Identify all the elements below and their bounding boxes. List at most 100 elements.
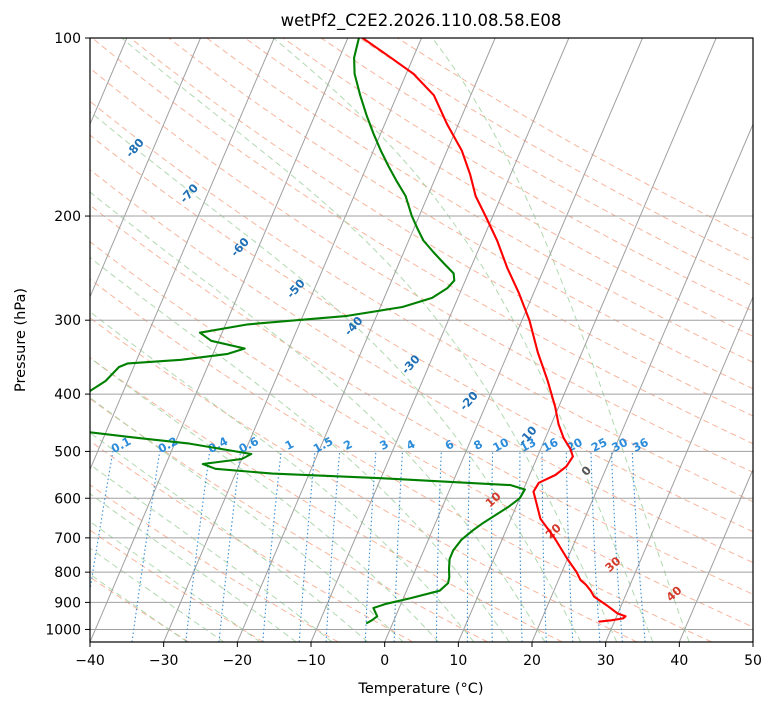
dry-adiabat-line	[90, 398, 488, 642]
moist-adiabat-line	[90, 357, 439, 642]
mixing-ratio-label: 2	[341, 437, 355, 453]
data-line-layer	[90, 38, 627, 625]
y-tick-label: 700	[54, 531, 81, 547]
isotherm-line	[605, 295, 753, 642]
x-tick-label: 10	[449, 653, 467, 669]
isotherm-line	[678, 468, 753, 642]
mixing-ratio-label: 25	[589, 435, 610, 455]
y-tick-label: 100	[54, 31, 81, 47]
moist-adiabat-line	[90, 256, 510, 642]
mixing-ratio-label: 3	[377, 437, 391, 453]
isotherm-line	[384, 38, 643, 642]
isotherm-line	[531, 123, 753, 642]
y-tick-label: 400	[54, 387, 81, 403]
x-tick-label: 30	[597, 653, 615, 669]
mixing-ratio-line	[435, 451, 442, 642]
dry-adiabat-line	[282, 38, 753, 312]
dry-adiabat-line	[90, 134, 753, 533]
background-line-layer	[90, 38, 753, 642]
moist-adiabat-label: -20	[457, 388, 481, 413]
y-tick-label: 1000	[45, 622, 81, 638]
axis-tick-layer: −40 −30 −20 −10 0 10 20 30 40 5010020030040050060…	[45, 31, 762, 669]
moist-adiabat-label: -50	[284, 276, 308, 301]
chart-title: wetPf2_C2E2.2026.110.08.58.E08	[281, 11, 562, 31]
dry-adiabat-line	[90, 357, 563, 642]
x-tick-label: 40	[670, 653, 688, 669]
dry-adiabat-line	[244, 38, 753, 337]
moist-adiabat-line	[90, 547, 225, 642]
moist-adiabat-label: -90	[68, 90, 92, 115]
dry-adiabat-label: 10	[482, 489, 503, 510]
mixing-ratio-label: 16	[540, 435, 561, 455]
isotherm-line	[163, 38, 422, 642]
moist-adiabat-line	[90, 396, 404, 642]
moist-adiabat-line	[90, 191, 546, 642]
mixing-ratio-label: 0.2	[156, 434, 181, 456]
moist-adiabat-line	[90, 573, 188, 642]
isotherm-line	[310, 38, 570, 642]
dry-adiabat-line	[91, 38, 753, 445]
isotherm-line	[752, 640, 753, 642]
x-tick-label: −20	[223, 653, 253, 669]
moist-adiabat-label: -60	[228, 235, 252, 260]
dry-adiabat-line	[90, 484, 339, 642]
mixing-ratio-label: 4	[404, 437, 418, 453]
mixing-ratio-line	[565, 451, 574, 642]
mixing-ratio-label: 13	[518, 435, 539, 455]
moist-adiabat-line	[90, 110, 582, 642]
temperature-trace	[361, 38, 627, 623]
y-tick-label: 900	[54, 595, 81, 611]
mixing-ratio-label: 8	[471, 437, 485, 453]
mixing-ratio-line	[131, 451, 161, 642]
mixing-ratio-line	[218, 451, 242, 642]
dry-adiabat-line	[90, 241, 753, 628]
mixing-ratio-line	[631, 451, 646, 642]
mixing-ratio-label: 36	[630, 435, 651, 455]
dry-adiabat-line	[90, 100, 753, 503]
moist-adiabat-line	[121, 38, 618, 642]
dry-adiabat-line	[359, 38, 753, 263]
dry-adiabat-line	[168, 38, 753, 390]
moist-adiabat-line	[431, 38, 690, 642]
dry-adiabat-line	[90, 317, 638, 642]
isotherm-line	[90, 38, 201, 299]
dry-adiabat-line	[90, 278, 712, 642]
mixing-ratio-label: 10	[490, 435, 511, 455]
mixing-ratio-line	[466, 451, 471, 642]
mixing-ratio-line	[90, 451, 114, 594]
moist-adiabat-line	[90, 311, 475, 642]
x-tick-label: −30	[149, 653, 179, 669]
moist-adiabat-line	[90, 520, 261, 642]
mixing-ratio-line	[519, 451, 523, 642]
mixing-ratio-label: 20	[564, 435, 585, 455]
y-tick-label: 300	[54, 313, 81, 329]
dewpoint-trace	[90, 38, 526, 625]
isotherm-line	[457, 38, 717, 642]
mixing-ratio-line	[364, 451, 377, 642]
y-axis-label: Pressure (hPa)	[13, 288, 29, 392]
mixing-ratio-label: 30	[609, 435, 630, 455]
moist-adiabat-line	[90, 432, 369, 642]
mixing-ratio-label: 6	[443, 437, 457, 453]
isotherm-line	[90, 38, 349, 642]
y-tick-label: 600	[54, 491, 81, 507]
background-label-layer: 0.1 0.2 0.4 0.6 1 1.5 2 3 4 6 8 10 13 16 20 25 30 36-100-…	[10, 44, 685, 604]
isotherm-line	[90, 38, 275, 471]
dry-adiabat-label: 40	[663, 583, 684, 604]
mixing-ratio-line	[185, 451, 211, 642]
x-tick-label: 20	[523, 653, 541, 669]
mixing-ratio-line	[590, 451, 601, 642]
mixing-ratio-line	[490, 451, 494, 642]
mixing-ratio-line	[262, 451, 282, 642]
mixing-ratio-line	[298, 451, 316, 642]
y-tick-label: 200	[54, 209, 81, 225]
dry-adiabat-line	[90, 204, 753, 595]
x-tick-label: −10	[296, 653, 326, 669]
mixing-ratio-label: 1.5	[311, 434, 336, 456]
moist-adiabat-line	[273, 38, 654, 642]
plot-frame	[89, 37, 754, 643]
moist-adiabat-line	[90, 493, 297, 642]
y-tick-label: 500	[54, 444, 81, 460]
moist-adiabat-label: -100	[10, 44, 40, 75]
